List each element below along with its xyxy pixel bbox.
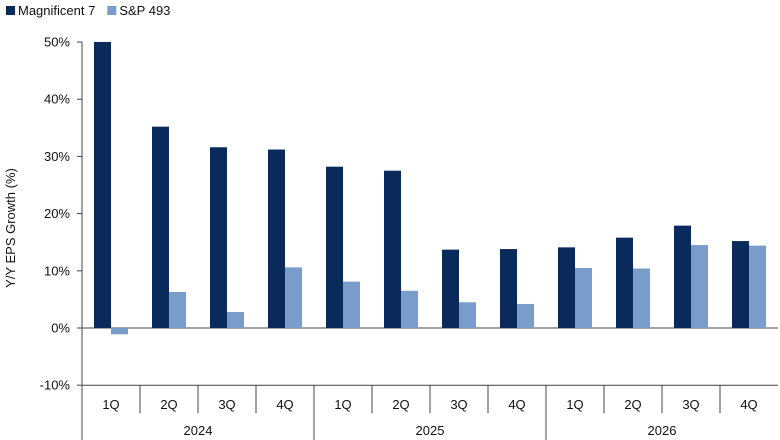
bar-series-2-12 [749,245,766,328]
x-tick-label: 2Q [392,397,409,412]
legend-label-2: S&P 493 [119,3,170,18]
x-tick-label: 3Q [450,397,467,412]
x-group-label: 2025 [416,423,445,438]
bar-series-1-1 [94,42,111,328]
y-axis: 50% 40% 30% 20% 10% 0% -10% [40,35,778,440]
x-tick-label: 1Q [334,397,351,412]
y-tick-label: 20% [44,206,70,221]
x-tick-label: 2Q [624,397,641,412]
bar-series-1-9 [558,247,575,328]
x-tick-label: 3Q [218,397,235,412]
x-tick-label: 4Q [276,397,293,412]
bars [94,42,766,335]
bar-series-2-5 [343,281,360,328]
bar-series-1-3 [210,147,227,328]
legend: Magnificent 7 S&P 493 [6,3,170,18]
bar-series-2-11 [691,245,708,328]
y-tick-label: 10% [44,263,70,278]
y-axis-label: Y/Y EPS Growth (%) [3,168,18,288]
legend-label-1: Magnificent 7 [18,3,95,18]
y-tick-label: 0% [51,321,70,336]
x-tick-label: 4Q [508,397,525,412]
legend-swatch-1 [6,6,15,15]
bar-series-1-12 [732,241,749,328]
bar-series-1-4 [268,149,285,328]
bar-series-1-10 [616,237,633,328]
x-group-label: 2024 [184,423,213,438]
x-tick-label: 4Q [740,397,757,412]
y-tick-label: 50% [44,35,70,50]
bar-series-2-10 [633,268,650,328]
bar-series-1-2 [152,126,169,328]
x-tick-label: 1Q [102,397,119,412]
legend-swatch-2 [107,6,117,15]
x-tick-label: 3Q [682,397,699,412]
bar-series-2-8 [517,303,534,328]
x-tick-label: 2Q [160,397,177,412]
bar-series-1-8 [500,249,517,328]
bar-series-2-4 [285,267,302,328]
bar-series-1-6 [384,170,401,328]
bar-series-1-11 [674,225,691,328]
bar-series-1-7 [442,249,459,328]
bar-series-2-3 [227,311,244,328]
x-axis: 1Q 2Q 3Q 4Q 1Q 2Q 3Q 4Q 1Q 2Q 3Q 4Q 2024 2025 2026 [82,384,778,440]
y-tick-label: 30% [44,149,70,164]
bar-series-2-1 [111,328,128,335]
x-group-label: 2026 [648,423,677,438]
bar-series-2-2 [169,291,186,328]
bar-series-2-6 [401,290,418,328]
bar-series-2-7 [459,302,476,328]
bar-series-2-9 [575,267,592,328]
bar-series-1-5 [326,166,343,328]
y-tick-label: -10% [40,378,71,393]
y-tick-label: 40% [44,92,70,107]
x-tick-label: 1Q [566,397,583,412]
